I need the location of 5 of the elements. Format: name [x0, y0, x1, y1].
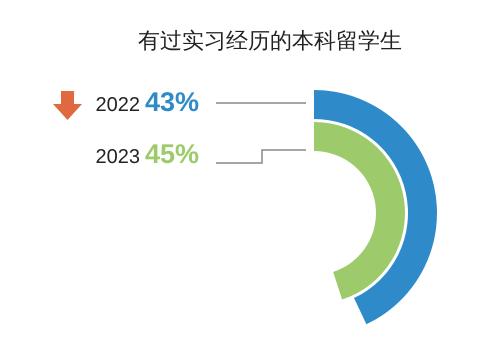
category-label: 2023: [96, 146, 140, 168]
data-label: 45%: [145, 139, 200, 169]
category-label: 2022: [96, 94, 140, 116]
data-label: 43%: [145, 87, 200, 117]
text: 有过实习经历的本科留学生: [138, 29, 402, 54]
